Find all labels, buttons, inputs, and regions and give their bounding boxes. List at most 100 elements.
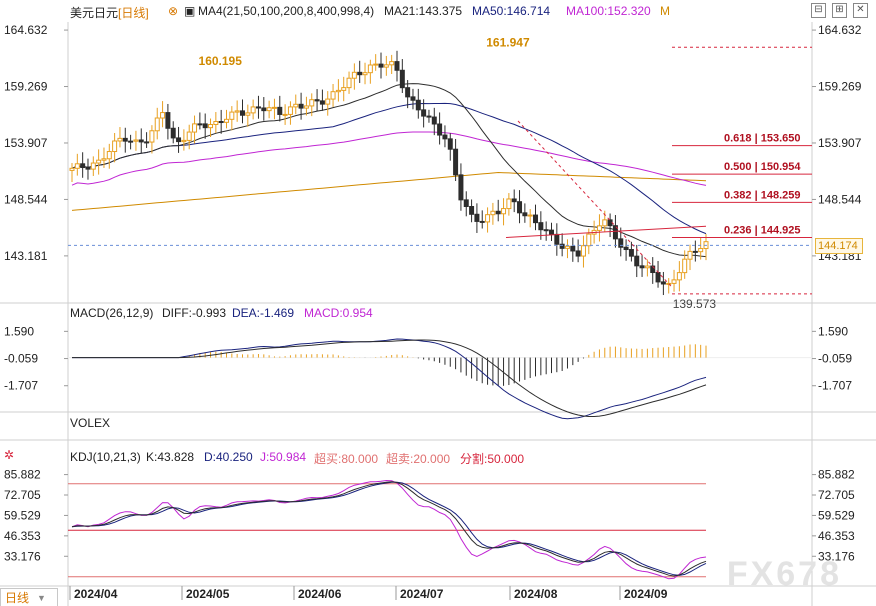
axis-tick-label: -0.059 [818,352,852,366]
candle-body [410,96,416,101]
candle-body [122,137,128,142]
maximize-icon[interactable]: ⊞ [832,3,847,18]
x-tick-label: 2024/07 [400,587,444,601]
x-tick-label: 2024/06 [298,587,342,601]
candle-body [479,220,485,223]
kdj-overbought: 超买:80.000 [314,452,379,466]
macd-diff: DIFF:-0.993 [162,306,227,320]
candle-body [112,140,118,153]
candle-body [90,162,96,170]
kdj-title: KDJ(10,21,3) [70,450,141,464]
candle-body [564,245,570,249]
minimize-icon[interactable]: ⊟ [811,3,826,18]
candle-body [431,116,437,125]
symbol-name: 美元日元 [70,6,119,20]
candle-body [346,77,352,89]
axis-tick-label: 59.529 [4,508,41,522]
fib-level-label: 0.500 | 150.954 [724,161,801,173]
candle-body [453,148,459,176]
candle-body [335,89,341,93]
candle-body [69,167,75,171]
candle-body [511,198,517,203]
candle-body [325,98,331,105]
candle-body [421,109,427,117]
candle-body [474,213,480,222]
candle-body [271,106,277,109]
candle-body [106,151,112,160]
candle-body [538,222,544,231]
candle-body [394,61,400,71]
axis-tick-label: 33.176 [818,549,855,563]
candle-body [261,107,267,112]
x-tick-label: 2024/08 [514,587,558,601]
candle-body [202,123,208,129]
x-tick-label: 2024/04 [74,587,118,601]
candle-body [383,64,389,68]
candle-body [293,103,299,108]
candle-body [367,64,373,74]
candle-body [602,219,608,227]
candle-body [596,225,602,231]
fib-level-label: 0.618 | 153.650 [724,133,800,145]
fib-level-label: 0.382 | 148.259 [724,189,800,201]
kdj-k-line [71,481,707,577]
candle-body [527,214,533,217]
axis-tick-label: 59.529 [818,508,855,522]
candle-body [490,210,496,216]
axis-tick-label: 153.907 [4,136,48,150]
macd-dea: DEA:-1.469 [232,306,295,320]
macd-title: MACD(26,12,9) [70,306,154,320]
axis-tick-label: 1.590 [818,324,848,338]
candle-body [245,112,251,116]
kdj-k: K:43.828 [146,450,195,464]
kdj-settings-icon[interactable]: ✲ [4,448,15,462]
candle-body [517,201,523,214]
candle-body [639,265,645,269]
candle-body [314,99,320,102]
trend-line [505,225,707,239]
candle-body [298,103,304,109]
candle-body [623,246,629,251]
candle-body [618,238,624,248]
candle-body [128,140,134,143]
settings-icon[interactable]: ⊗ [168,4,179,18]
candle-body [580,245,586,257]
x-tick-label: 2024/09 [624,587,668,601]
candle-body [415,99,421,111]
axis-tick-label: 143.181 [4,249,48,263]
ma21-label: MA21:143.375 [384,4,463,18]
ma100-line [71,131,707,186]
candle-body [543,229,549,232]
candle-body [133,139,139,142]
ma-settings-icon[interactable]: ▣ [184,4,196,18]
candle-body [224,118,230,123]
candle-body [506,198,512,210]
ma-more-label: M [660,4,670,18]
macd-dea-line [72,339,707,417]
candle-body [442,134,448,140]
candle-body [277,106,283,115]
period-tab-daily[interactable]: 日线 ▼ [0,588,58,606]
candle-body [586,233,592,247]
candle-body [660,281,666,285]
candle-body [399,69,405,89]
candle-body [234,110,240,113]
kdj-divider: 分割:50.000 [460,452,525,466]
candle-body [692,250,698,253]
candle-body [570,245,576,252]
price-annotation: 161.947 [486,35,530,49]
close-icon[interactable]: ✕ [853,3,868,18]
candle-body [330,91,336,100]
candle-body [303,105,309,109]
axis-tick-label: -0.059 [4,352,38,366]
candle-body [218,121,224,124]
period-label[interactable]: [日线] [118,6,149,20]
candle-body [85,167,91,170]
ma21-line [71,83,707,258]
watermark-logo: FX678 [726,555,842,593]
legend-bar: 美元日元 [日线] ⊗ ▣ MA4(21,50,100,200,8,400,99… [0,0,876,22]
axis-tick-label: 164.632 [818,23,862,37]
ma50-label: MA50:146.714 [472,4,551,18]
